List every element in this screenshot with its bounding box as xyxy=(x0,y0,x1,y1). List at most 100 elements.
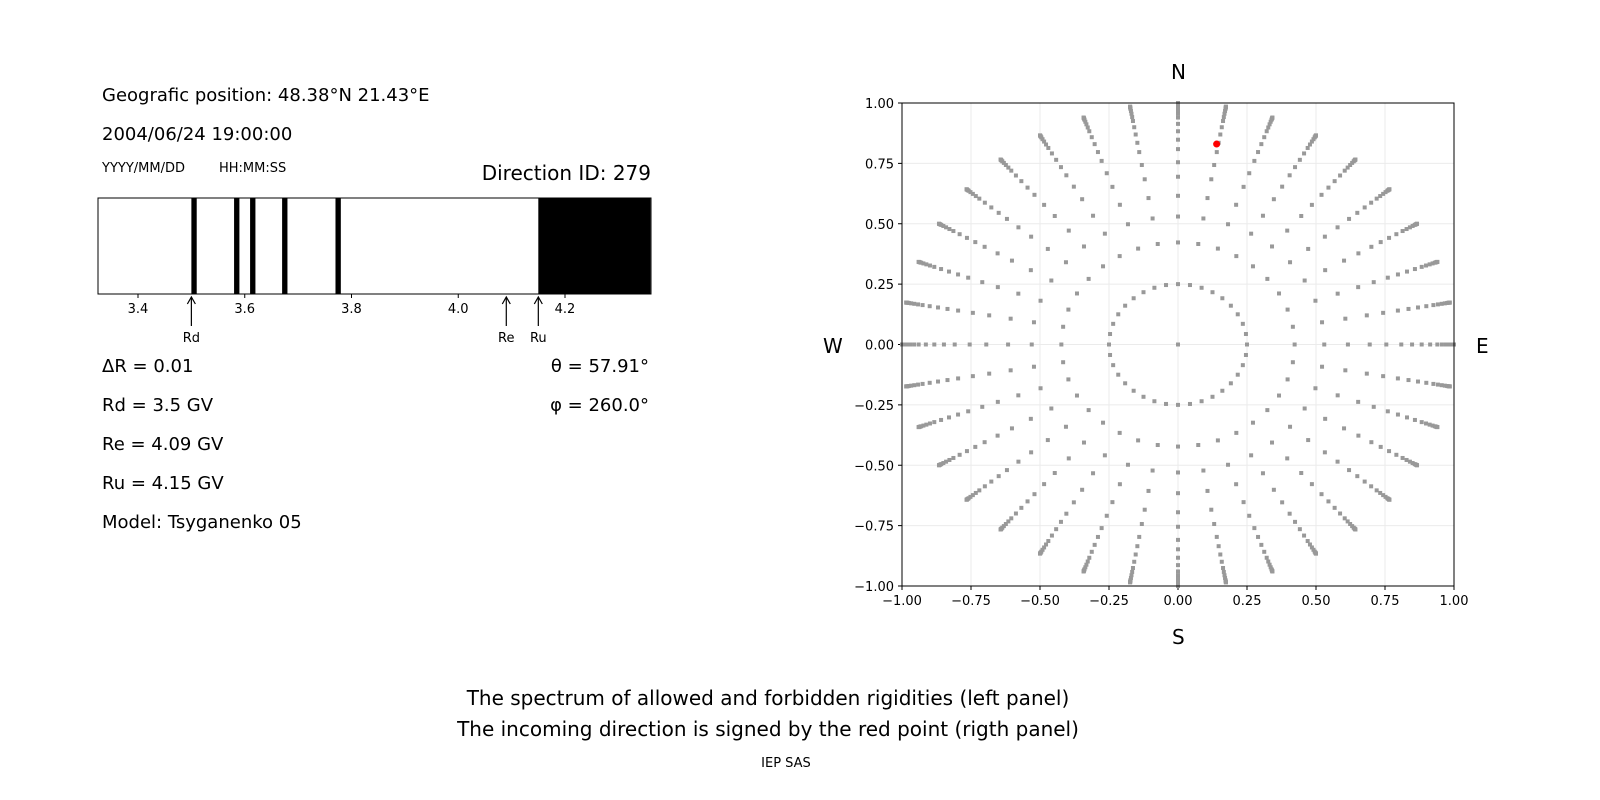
direction-point xyxy=(920,381,925,386)
direction-point xyxy=(1146,488,1151,493)
direction-point xyxy=(1176,491,1180,496)
direction-point xyxy=(1435,382,1440,387)
direction-point xyxy=(1399,342,1404,347)
x-tick-label: 4.2 xyxy=(555,302,576,317)
direction-point xyxy=(970,493,975,498)
incoming-direction-point xyxy=(1213,140,1221,148)
direction-point xyxy=(1219,125,1224,130)
direction-point xyxy=(973,240,978,245)
direction-point xyxy=(1431,381,1436,386)
direction-point xyxy=(1221,119,1226,124)
direction-point xyxy=(1176,160,1180,165)
direction-point xyxy=(1347,216,1352,221)
direction-point xyxy=(936,379,941,384)
direction-point xyxy=(957,452,962,457)
direction-point xyxy=(1362,205,1367,210)
direction-point xyxy=(1302,533,1307,538)
direction-point xyxy=(1223,104,1228,109)
direction-point xyxy=(1222,111,1227,116)
direction-point xyxy=(982,484,987,489)
direction-point xyxy=(1427,422,1432,427)
direction-point xyxy=(1415,221,1420,226)
y-tick-label: −1.00 xyxy=(854,580,894,595)
direction-point xyxy=(1176,137,1180,142)
direction-point xyxy=(1404,457,1409,462)
direction-point xyxy=(995,399,1000,404)
direction-point xyxy=(1003,522,1008,527)
direction-point xyxy=(1142,177,1147,182)
direction-point xyxy=(1125,222,1130,227)
direction-point xyxy=(1019,179,1024,184)
direction-point xyxy=(1008,316,1013,321)
direction-point xyxy=(973,194,978,199)
direction-point xyxy=(970,310,975,315)
direction-point xyxy=(1243,332,1248,337)
direction-point xyxy=(1081,440,1086,445)
direction-point xyxy=(1345,519,1350,524)
direction-point xyxy=(1234,482,1239,487)
x-tick-label: 0.75 xyxy=(1371,594,1400,609)
direction-point xyxy=(1220,296,1225,301)
y-tick-label: −0.50 xyxy=(854,459,894,474)
direction-point xyxy=(1058,165,1063,170)
direction-point xyxy=(1285,307,1290,312)
forbidden-band xyxy=(191,198,197,294)
direction-point xyxy=(945,378,950,383)
direction-point xyxy=(1446,342,1451,347)
direction-point xyxy=(1128,109,1133,114)
direction-point xyxy=(1141,290,1146,295)
direction-point xyxy=(1223,580,1228,585)
direction-point xyxy=(1394,452,1399,457)
direction-point xyxy=(904,300,909,305)
direction-point xyxy=(952,342,957,347)
forbidden-band xyxy=(282,198,288,294)
direction-point xyxy=(1243,352,1248,357)
rd-value: Rd = 3.5 GV xyxy=(102,395,214,416)
direction-point xyxy=(1280,184,1285,189)
geo-position: Geografic position: 48.38°N 21.43°E xyxy=(102,85,430,106)
direction-point xyxy=(1309,545,1314,550)
direction-point xyxy=(927,380,932,385)
direction-point xyxy=(1319,192,1324,197)
direction-point xyxy=(944,225,949,230)
direction-point xyxy=(1265,408,1270,413)
direction-point xyxy=(1108,332,1113,337)
direction-point xyxy=(1016,459,1021,464)
direction-point xyxy=(1447,300,1452,305)
delta-r: ΔR = 0.01 xyxy=(102,356,194,377)
direction-point xyxy=(1435,259,1440,264)
direction-point xyxy=(1071,500,1076,505)
direction-point xyxy=(1307,142,1312,147)
direction-point xyxy=(1061,324,1066,329)
direction-point xyxy=(947,269,952,274)
direction-point xyxy=(1435,302,1440,307)
direction-id: Direction ID: 279 xyxy=(481,161,651,185)
direction-point xyxy=(1101,420,1106,425)
direction-point xyxy=(1264,555,1269,560)
direction-point xyxy=(1215,438,1220,443)
direction-point xyxy=(1335,459,1340,464)
direction-point xyxy=(1013,511,1018,516)
direction-point xyxy=(1099,158,1104,163)
direction-point xyxy=(1209,177,1214,182)
direction-point xyxy=(1267,562,1272,567)
direction-point xyxy=(912,342,917,347)
direction-point xyxy=(1141,394,1146,399)
direction-point xyxy=(1353,157,1358,162)
direction-point xyxy=(1219,559,1224,564)
direction-point xyxy=(1419,342,1424,347)
direction-point xyxy=(1135,544,1140,549)
direction-point xyxy=(1130,115,1135,120)
direction-point xyxy=(1439,342,1444,347)
west-label: W xyxy=(823,334,843,358)
direction-point xyxy=(989,205,994,210)
direction-point xyxy=(1187,283,1192,288)
direction-point xyxy=(1419,264,1424,269)
direction-point xyxy=(1313,298,1318,303)
direction-point xyxy=(1362,479,1367,484)
direction-point xyxy=(1066,228,1071,233)
direction-point xyxy=(1313,386,1318,391)
direction-point xyxy=(1111,363,1116,368)
direction-point xyxy=(1335,225,1340,230)
direction-point xyxy=(1356,433,1361,438)
